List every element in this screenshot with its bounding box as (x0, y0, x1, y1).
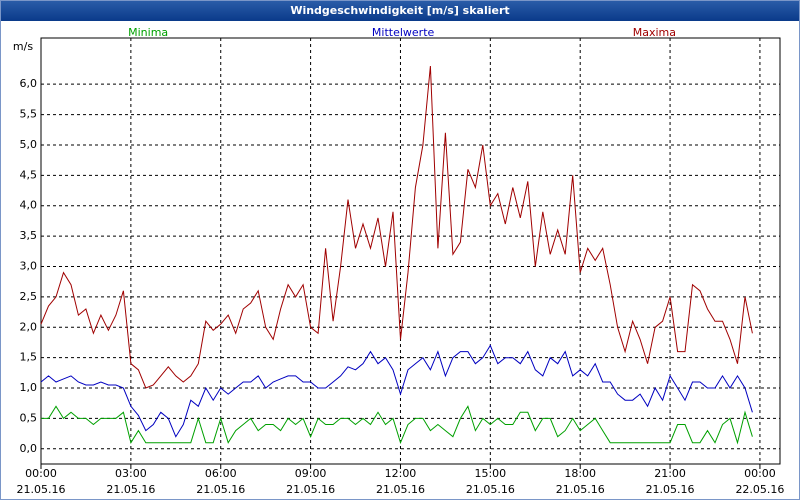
y-tick-label: 2,5 (20, 290, 38, 303)
y-tick-label: 5,0 (20, 138, 38, 151)
y-tick-label: 3,0 (20, 259, 38, 272)
x-tick-label: 18:00 21.05.16 (556, 467, 605, 496)
y-axis-label: m/s (13, 40, 33, 53)
x-tick-label: 15:00 21.05.16 (466, 467, 515, 496)
y-tick-label: 0,5 (20, 411, 38, 424)
y-tick-label: 1,5 (20, 351, 38, 364)
legend-label: Mittelwerte (372, 26, 435, 39)
series-line (41, 405, 753, 445)
y-tick-label: 4,5 (20, 168, 38, 181)
y-tick-label: 4,0 (20, 199, 38, 212)
x-tick-label: 21:00 21.05.16 (646, 467, 695, 496)
y-tick-label: 6,0 (20, 77, 38, 90)
x-tick-label: 09:00 21.05.16 (286, 467, 335, 496)
x-tick-label: 06:00 21.05.16 (196, 467, 245, 496)
series-line (40, 65, 753, 389)
chart: m/s 0,0 0,5 1,0 1,5 2,0 2,5 3,0 3,5 4,0 4,5 5,0 5,5 6… (13, 26, 785, 496)
y-tick-label: 0,0 (20, 442, 38, 455)
x-tick-label: 03:00 21.05.16 (106, 467, 155, 496)
title-bar: Windgeschwindigkeit [m/s] skaliert (1, 1, 799, 21)
x-tick-label: 12:00 21.05.16 (376, 467, 425, 496)
legend-label: Minima (128, 26, 168, 39)
y-tick-label: 2,0 (20, 320, 38, 333)
y-tick-label: 1,0 (20, 381, 38, 394)
plot-frame (40, 37, 781, 465)
y-tick-label: 3,5 (20, 229, 38, 242)
series-line (40, 344, 753, 438)
legend-label: Maxima (633, 26, 676, 39)
x-tick-label: 00:00 21.05.16 (17, 467, 66, 496)
x-tick-label: 00:00 22.05.16 (735, 467, 784, 496)
y-tick-label: 5,5 (20, 108, 38, 121)
